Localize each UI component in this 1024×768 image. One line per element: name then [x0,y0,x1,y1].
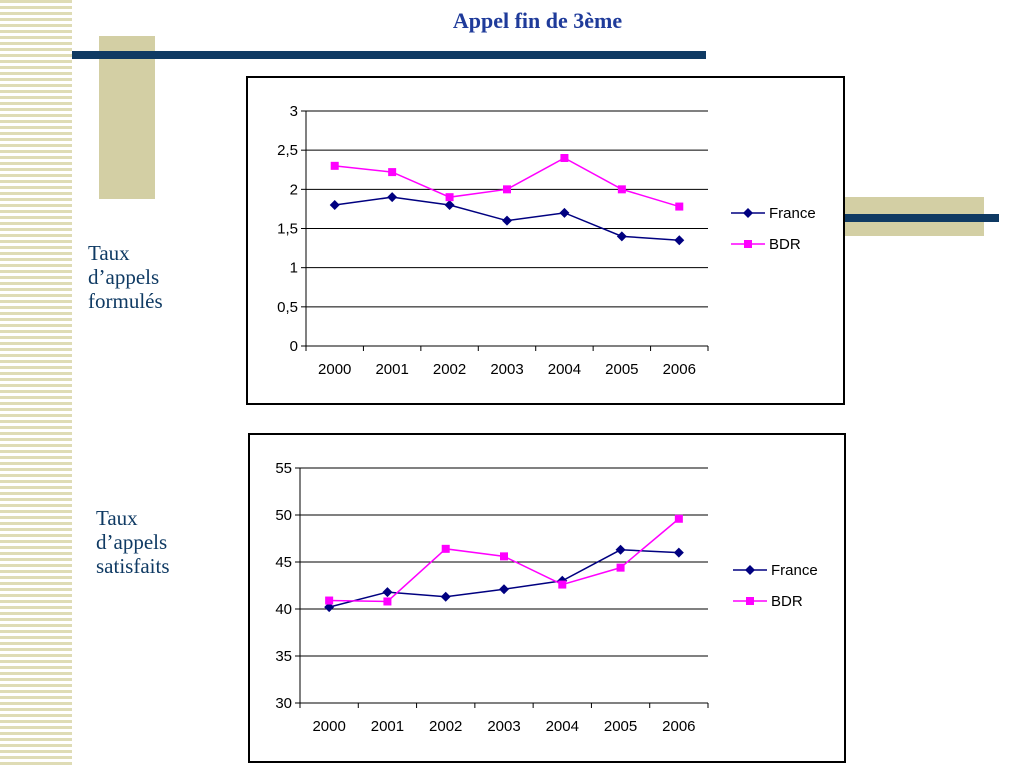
data-point-bdr [500,552,508,561]
legend-marker-france [743,208,753,218]
x-tick-label: 2000 [318,361,351,378]
legend-marker-bdr [744,240,752,248]
legend-label-bdr: BDR [771,593,803,610]
decorative-bar-top [72,51,706,59]
y-tick-label: 45 [275,554,292,571]
y-tick-label: 30 [275,695,292,712]
decorative-bar-right [836,214,999,222]
data-point-france [387,192,398,203]
y-tick-label: 0,5 [277,299,298,316]
data-point-france [615,544,626,555]
chart-frame-1: 0 0,5 1 1,5 2 2,5 3 2000 2001 2002 2003 2004 2005 200… [246,76,845,405]
decorative-block-left [99,36,155,199]
chart-frame-2: 30 35 40 45 50 55 2000 2001 2002 2003 2004 2005 2006… [248,433,846,763]
y-tick-label: 2,5 [277,142,298,159]
data-point-france [502,215,512,226]
data-point-france [324,602,335,613]
x-tick-label: 2001 [375,361,408,378]
series-line-bdr [334,157,680,208]
x-tick-label: 2000 [312,718,345,735]
chart-2-svg: 30 35 40 45 50 55 2000 2001 2002 2003 2004 2005 2006… [275,460,818,735]
y-tick-label: 50 [275,507,292,524]
data-point-france [616,231,627,242]
chart-1-svg: 0 0,5 1 1,5 2 2,5 3 2000 2001 2002 2003 2004 2005 200… [277,103,816,378]
data-point-france [440,591,451,602]
data-point-bdr [388,168,397,177]
data-point-bdr [616,563,625,572]
x-tick-label: 2002 [429,718,462,735]
x-tick-label: 2003 [490,361,523,378]
x-tick-label: 2005 [604,718,637,735]
page-title: Appel fin de 3ème [452,8,623,33]
data-point-france [444,200,455,210]
chart2-side-label: Taux d’appels satisfaits [96,506,170,578]
y-tick-label: 3 [290,103,298,120]
y-tick-label: 40 [275,601,292,618]
x-tick-label: 2004 [546,718,579,735]
y-tick-label: 35 [275,648,292,665]
data-point-bdr [383,597,392,606]
data-point-bdr [558,580,567,589]
y-tick-label: 55 [275,460,292,477]
x-tick-label: 2006 [662,718,695,735]
data-point-bdr [617,185,626,194]
y-tick-label: 1,5 [277,221,298,238]
legend-label-bdr: BDR [769,236,801,253]
data-point-bdr [325,596,334,605]
chart2-label-line: d’appels [96,530,168,554]
data-point-bdr [330,161,339,170]
x-tick-label: 2001 [371,718,404,735]
chart2-label-line: satisfaits [96,554,170,578]
y-tick-label: 1 [290,260,298,277]
data-point-bdr [441,544,450,553]
data-point-bdr [674,514,683,523]
legend-marker-bdr [746,597,754,605]
chart1-side-label: Taux d’appels formulés [88,241,163,313]
x-tick-label: 2004 [548,361,581,378]
left-stripe-decoration [0,0,72,768]
legend-marker-france [745,565,755,575]
legend-label-france: France [771,562,818,579]
chart2-label-line: Taux [96,506,138,530]
data-point-france [559,207,570,218]
data-point-france [329,200,340,210]
legend-label-france: France [769,205,816,222]
chart1-label-line: d’appels [88,265,160,289]
x-tick-label: 2006 [663,361,696,378]
data-point-bdr [503,185,511,194]
x-tick-label: 2003 [487,718,520,735]
data-point-bdr [560,154,569,162]
data-point-france [674,235,685,246]
y-tick-label: 2 [290,181,298,198]
data-point-france [673,547,684,558]
data-point-bdr [445,193,454,202]
y-tick-label: 0 [290,338,298,355]
data-point-bdr [675,202,684,211]
data-point-france [382,587,393,598]
chart1-label-line: Taux [88,241,130,265]
x-tick-label: 2005 [605,361,638,378]
data-point-france [499,584,509,595]
chart1-label-line: formulés [88,289,163,313]
x-tick-label: 2002 [433,361,466,378]
